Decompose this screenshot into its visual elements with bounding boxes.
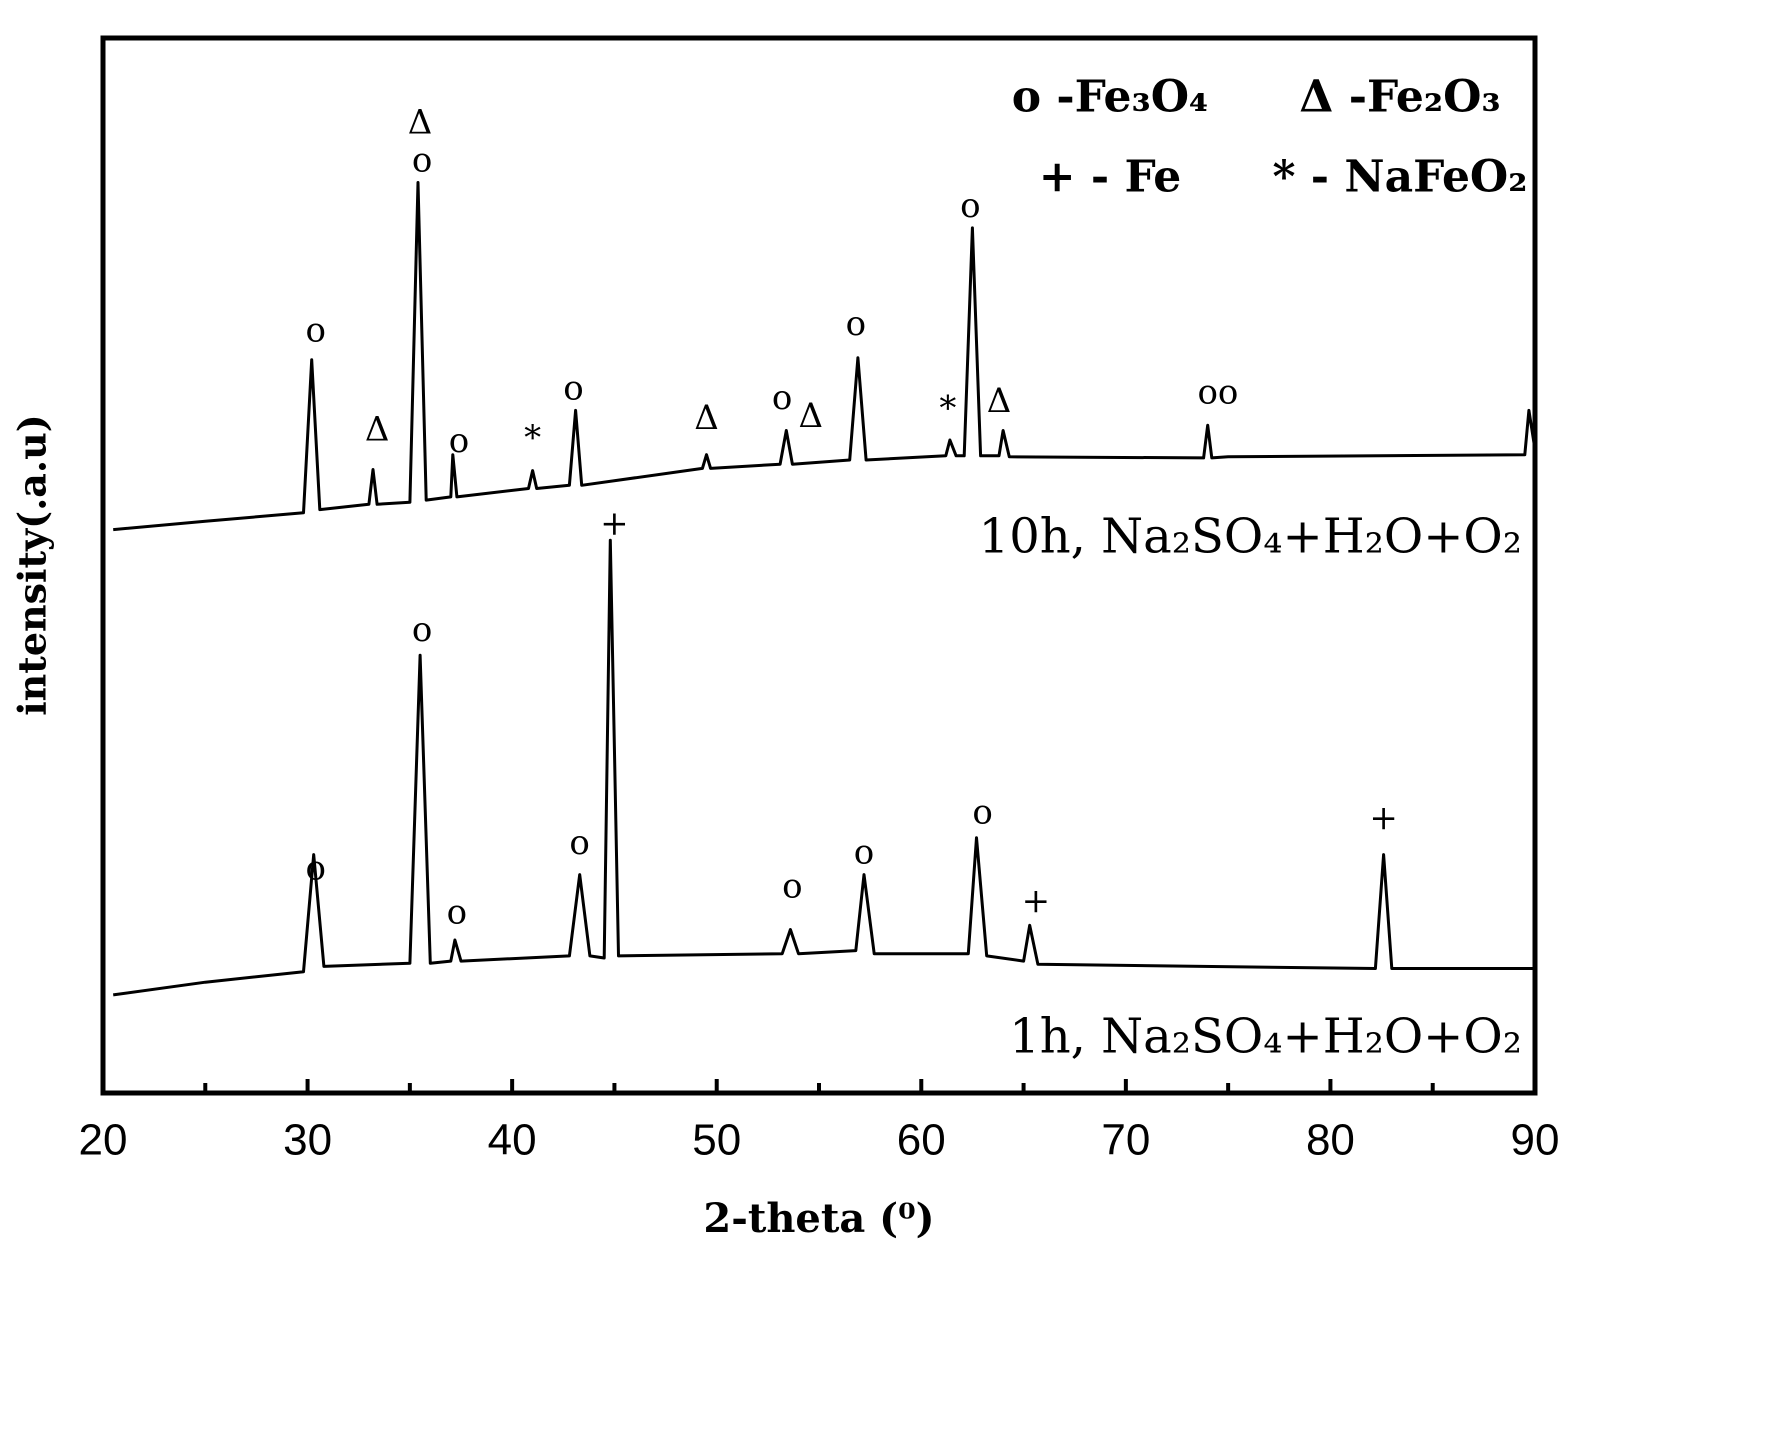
peak-marker: o	[972, 792, 992, 832]
x-tick-label: 30	[283, 1116, 332, 1165]
legend-entry: * - NaFeO₂	[1272, 152, 1527, 203]
peak-marker: o	[960, 186, 980, 226]
x-axis-label: 2-theta (⁰)	[703, 1195, 934, 1242]
x-tick-label: 50	[692, 1116, 741, 1165]
legend-entry: Δ -Fe₂O₃	[1299, 72, 1500, 123]
peak-marker: o	[563, 368, 583, 408]
peak-marker: o	[412, 140, 432, 180]
x-tick-label: 90	[1511, 1116, 1560, 1165]
series-label: 1h, Na₂SO₄+H₂O+O₂	[1009, 1009, 1522, 1065]
peak-marker: Δ	[365, 410, 390, 450]
series-line	[113, 181, 1537, 532]
peak-marker: o	[449, 421, 469, 461]
peak-marker: o	[569, 823, 589, 863]
peak-marker: oo	[1197, 373, 1238, 413]
x-tick-label: 70	[1101, 1116, 1150, 1165]
peak-marker: Δ	[987, 381, 1012, 421]
legend-entry: + - Fe	[1039, 152, 1182, 203]
x-tick-label: 40	[488, 1116, 537, 1165]
peak-marker: Δ	[408, 103, 433, 143]
peak-marker: +	[1369, 798, 1398, 838]
peak-marker: *	[524, 418, 541, 458]
peak-marker: +	[1022, 881, 1051, 921]
peak-marker: Δ	[799, 396, 824, 436]
x-tick-label: 80	[1306, 1116, 1355, 1165]
peak-marker: *	[939, 388, 956, 428]
peak-marker: o	[306, 310, 326, 350]
x-tick-label: 60	[897, 1116, 946, 1165]
peak-marker: o	[306, 848, 326, 888]
peak-marker: o	[772, 378, 792, 418]
peak-marker: o	[854, 833, 874, 873]
series-line	[112, 538, 1535, 997]
y-axis-label: intensity(.a.u)	[10, 414, 55, 716]
peak-marker: o	[782, 866, 802, 906]
peak-marker: o	[412, 610, 432, 650]
x-tick-label: 20	[79, 1116, 128, 1165]
peak-marker: o	[846, 304, 866, 344]
legend-entry: o -Fe₃O₄	[1012, 72, 1209, 123]
peak-marker: Δ	[694, 398, 719, 438]
peak-marker: o	[447, 893, 467, 933]
peak-marker: +	[600, 503, 629, 543]
series-label: 10h, Na₂SO₄+H₂O+O₂	[979, 509, 1522, 565]
